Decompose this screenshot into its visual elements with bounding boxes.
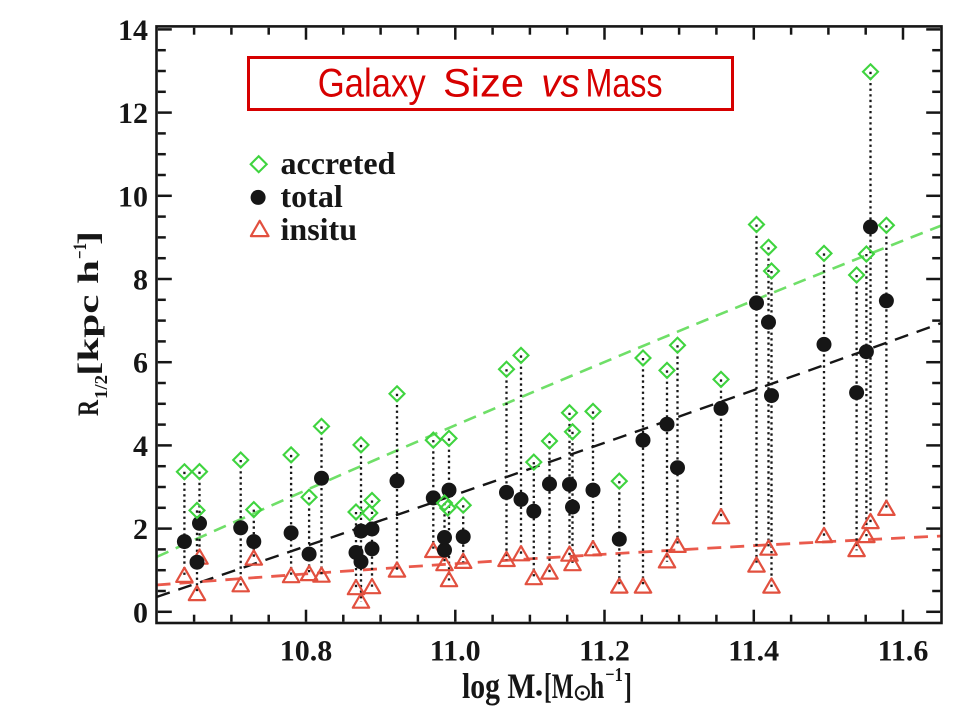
svg-text:Mass: Mass bbox=[586, 62, 663, 106]
svg-text:−1: −1 bbox=[605, 664, 623, 686]
svg-text:1/2: 1/2 bbox=[91, 375, 111, 399]
svg-text:vs: vs bbox=[541, 62, 580, 106]
svg-text:10.8: 10.8 bbox=[280, 635, 333, 668]
svg-text:insitu: insitu bbox=[281, 211, 357, 247]
svg-text:10: 10 bbox=[118, 180, 148, 213]
svg-text:−1: −1 bbox=[70, 243, 91, 259]
svg-text:8: 8 bbox=[133, 264, 148, 297]
svg-text:[kpc h: [kpc h bbox=[72, 260, 105, 376]
svg-text:14: 14 bbox=[118, 14, 148, 47]
svg-text:]: ] bbox=[72, 231, 105, 245]
svg-text:11.6: 11.6 bbox=[878, 635, 929, 668]
svg-text:11.0: 11.0 bbox=[430, 635, 481, 668]
svg-text:log M: log M bbox=[462, 666, 536, 706]
svg-text:6: 6 bbox=[133, 347, 148, 380]
svg-text:]: ] bbox=[624, 666, 632, 706]
svg-text:Size: Size bbox=[443, 62, 524, 106]
svg-text:[M: [M bbox=[544, 666, 574, 706]
svg-text:11.4: 11.4 bbox=[728, 635, 779, 668]
svg-text:total: total bbox=[281, 178, 343, 214]
svg-text:h: h bbox=[590, 666, 604, 706]
svg-text:0: 0 bbox=[133, 596, 148, 629]
svg-text:4: 4 bbox=[133, 430, 148, 463]
svg-text:R: R bbox=[72, 400, 105, 416]
svg-text:accreted: accreted bbox=[281, 145, 396, 181]
svg-text:11.2: 11.2 bbox=[579, 635, 630, 668]
svg-text:2: 2 bbox=[133, 513, 148, 546]
svg-text:Galaxy: Galaxy bbox=[318, 62, 426, 106]
svg-text:12: 12 bbox=[118, 97, 148, 130]
